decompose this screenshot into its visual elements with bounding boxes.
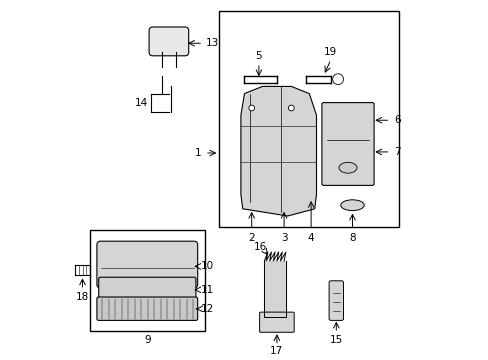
Text: 4: 4 — [307, 233, 314, 243]
Text: 13: 13 — [205, 38, 218, 48]
Text: 15: 15 — [329, 335, 342, 345]
Text: 6: 6 — [393, 115, 400, 125]
Text: 10: 10 — [201, 261, 214, 271]
FancyBboxPatch shape — [99, 277, 196, 302]
Text: 14: 14 — [135, 98, 148, 108]
FancyBboxPatch shape — [321, 103, 373, 185]
FancyBboxPatch shape — [259, 312, 294, 332]
FancyBboxPatch shape — [97, 241, 197, 288]
Bar — [219, 11, 399, 227]
Text: 2: 2 — [248, 233, 254, 243]
Text: 18: 18 — [76, 292, 89, 302]
FancyBboxPatch shape — [149, 27, 188, 56]
Ellipse shape — [338, 162, 356, 173]
Text: 11: 11 — [201, 285, 214, 295]
Circle shape — [332, 74, 343, 85]
Circle shape — [288, 105, 294, 111]
Text: 3: 3 — [280, 233, 287, 243]
Text: 1: 1 — [194, 148, 201, 158]
Text: 17: 17 — [270, 346, 283, 356]
FancyBboxPatch shape — [328, 281, 343, 320]
Text: 19: 19 — [324, 47, 337, 57]
Text: 7: 7 — [393, 147, 400, 157]
Text: 8: 8 — [348, 233, 355, 243]
FancyBboxPatch shape — [97, 297, 197, 320]
Text: 12: 12 — [201, 304, 214, 314]
Bar — [89, 230, 204, 331]
Circle shape — [248, 105, 254, 111]
Text: 5: 5 — [255, 51, 262, 61]
Ellipse shape — [340, 200, 364, 211]
Polygon shape — [241, 86, 316, 216]
Text: 9: 9 — [143, 335, 150, 345]
Text: 16: 16 — [254, 242, 267, 252]
